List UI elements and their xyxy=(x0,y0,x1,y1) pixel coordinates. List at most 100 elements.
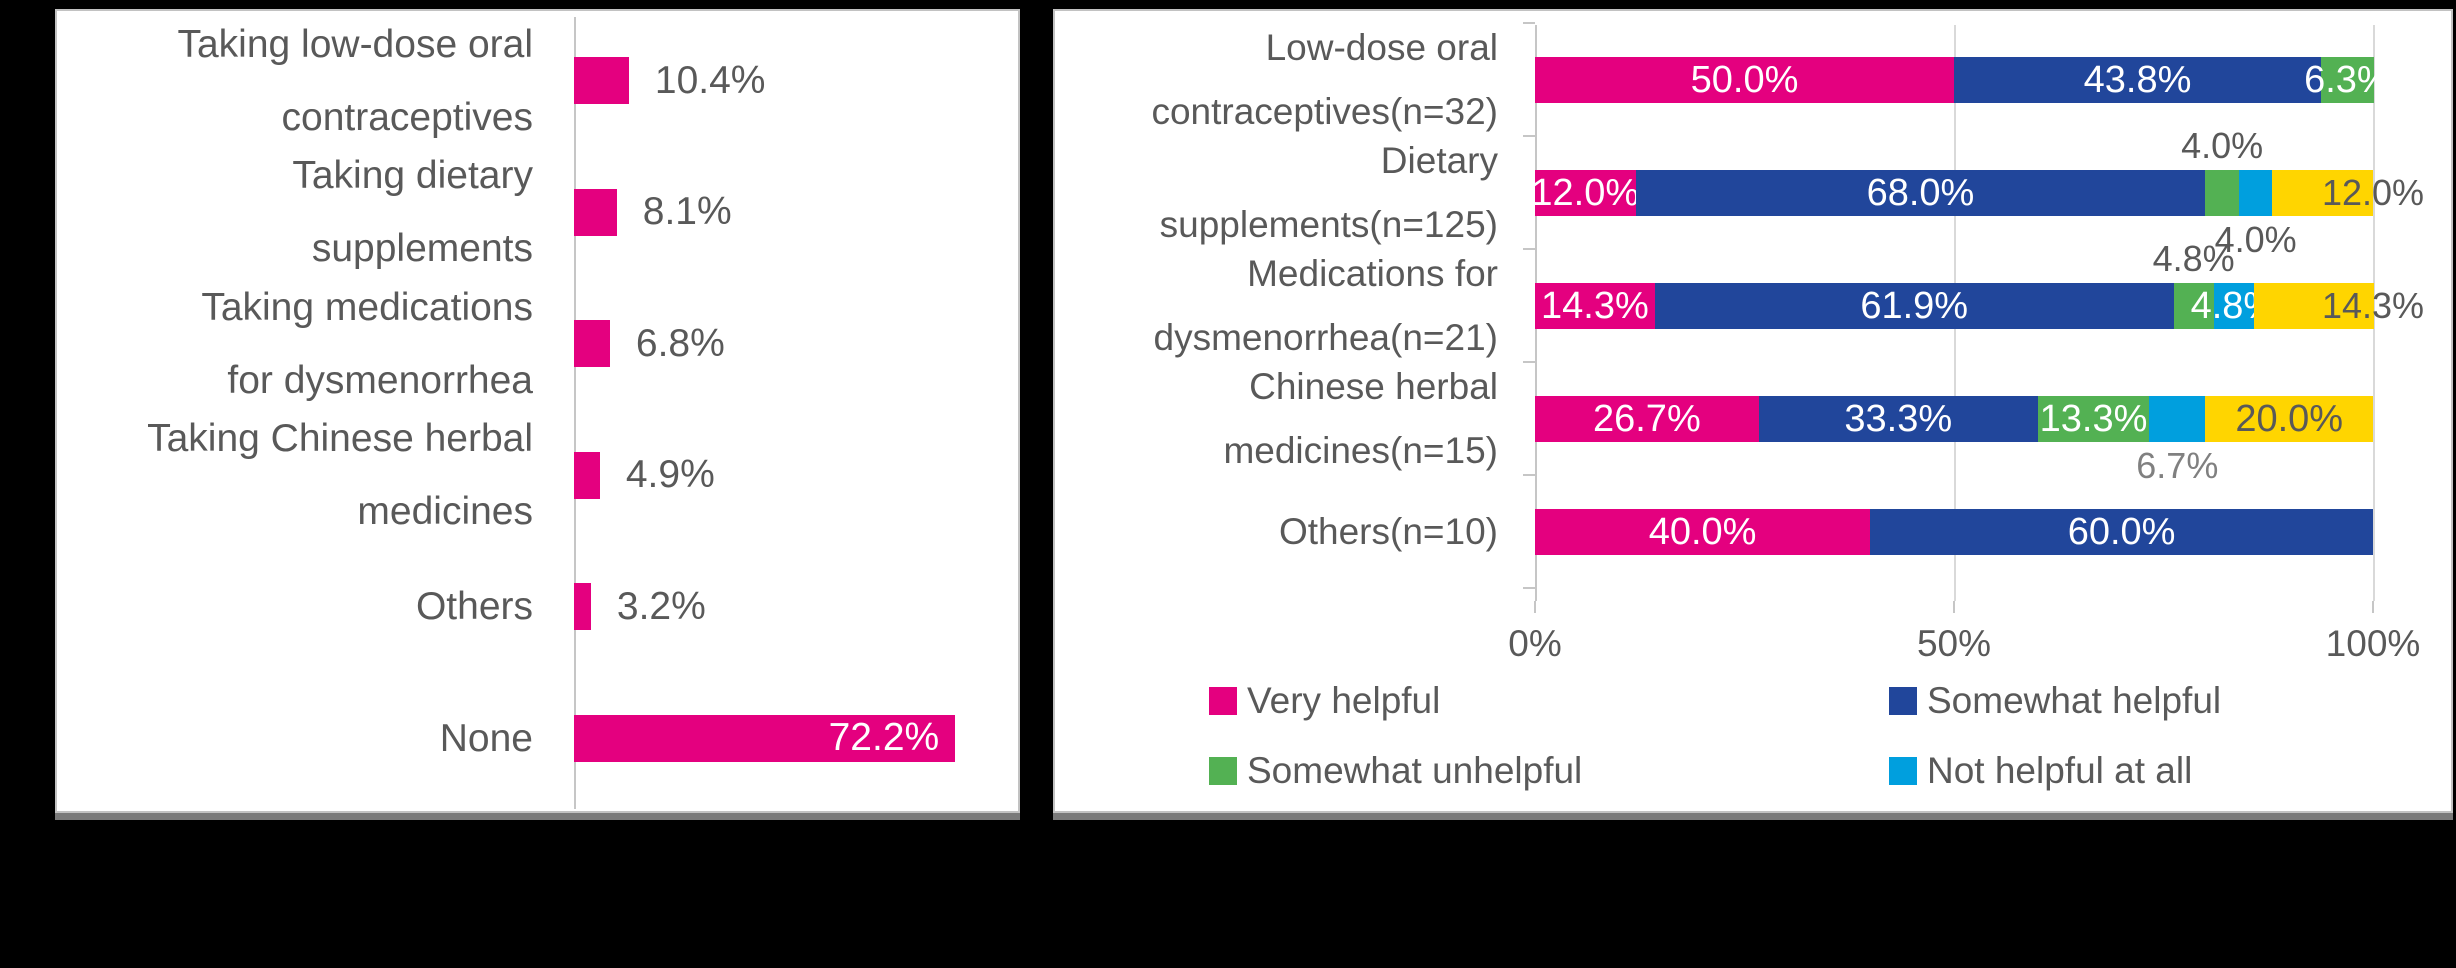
segment-label-below: 4.0% xyxy=(2214,219,2297,260)
category-label: Others xyxy=(57,541,533,673)
segment-not-helpful-at-all-medications-for-dysmenorrhea-n-21 xyxy=(2213,283,2254,329)
left-chart-axis-line xyxy=(574,17,576,809)
bar-taking-dietary-supplements xyxy=(574,188,617,236)
right-chart-row-medications-for-dysmenorrhea-n-21: Medications for dysmenorrhea(n=21) 14.3% 61… xyxy=(1055,239,2451,362)
category-label: Others(n=10) xyxy=(1055,475,1498,588)
right-chart-panel: Low-dose oral contraceptives(n=32) 50.0% 43… xyxy=(1053,9,2453,813)
segment-somewhat-unhelpful-low-dose-oral-contraceptives-n-32 xyxy=(2321,57,2374,103)
right-chart-rows: Low-dose oral contraceptives(n=32) 50.0% 43… xyxy=(1055,11,2451,811)
category-label: Low-dose oral contraceptives(n=32) xyxy=(1055,23,1498,136)
legend-label: Somewhat unhelpful xyxy=(1247,750,1583,791)
segment-label: 60.0% xyxy=(2067,510,2176,553)
segment-somewhat-unhelpful-dietary-supplements-n-125 xyxy=(2205,170,2239,216)
segment-very-helpful-low-dose-oral-contraceptives-n-32 xyxy=(1535,57,1954,103)
segment-label-above: 4.0% xyxy=(2181,125,2264,166)
x-axis-tick xyxy=(1953,601,1955,613)
x-tick-label-100: 100% xyxy=(2325,623,2421,664)
segment-somewhat-helpful-medications-for-dysmenorrhea-n-21 xyxy=(1654,283,2174,329)
bar-taking-medications-for-dysmenorrhea xyxy=(574,320,610,368)
value-label: 4.9% xyxy=(625,453,715,497)
category-boundary-tick xyxy=(1523,474,1535,476)
segment-label: 12.0% xyxy=(1531,171,1640,214)
segment-series-5-dietary-supplements-n-125 xyxy=(2272,170,2373,216)
category-label-line: Low-dose oral xyxy=(1265,26,1498,68)
category-label-line: supplements xyxy=(311,227,533,271)
category-boundary-tick xyxy=(1523,22,1535,24)
category-boundary-tick xyxy=(1523,135,1535,137)
left-chart-row-taking-chinese-herbal-medicines: Taking Chinese herbal medicines 4.9% xyxy=(57,410,1018,542)
category-label-line: medicines xyxy=(357,490,533,534)
bar-taking-low-dose-oral-contraceptives xyxy=(574,57,629,105)
category-label-line: Others(n=10) xyxy=(1278,510,1498,552)
legend-item-very-helpful: Very helpful xyxy=(1209,679,1440,723)
category-label-line: Medications for xyxy=(1247,252,1498,294)
segment-somewhat-unhelpful-medications-for-dysmenorrhea-n-21 xyxy=(2173,283,2214,329)
category-label-line: None xyxy=(439,716,533,760)
left-chart-row-none: None 72.2% xyxy=(57,673,1018,805)
category-label-line: dysmenorrhea(n=21) xyxy=(1153,316,1499,358)
segment-somewhat-helpful-low-dose-oral-contraceptives-n-32 xyxy=(1954,57,2322,103)
category-label-line: Taking dietary xyxy=(292,154,533,198)
value-label: 6.8% xyxy=(635,321,725,365)
segment-label: 6.3% xyxy=(2304,58,2391,101)
legend-label: Very helpful xyxy=(1247,680,1441,721)
segment-label: 14.3% xyxy=(1541,284,1649,327)
category-label: Taking medications for dysmenorrhea xyxy=(57,278,533,410)
bar-none: 72.2% xyxy=(574,714,956,762)
segment-somewhat-helpful-dietary-supplements-n-125 xyxy=(1635,170,2206,216)
bar-others xyxy=(574,583,591,631)
legend-swatch-very-helpful xyxy=(1209,687,1237,715)
segment-label: 33.3% xyxy=(1844,397,1953,440)
legend-item-not-helpful-at-all: Not helpful at all xyxy=(1889,749,2192,793)
left-chart-row-taking-dietary-supplements: Taking dietary supplements 8.1% xyxy=(57,147,1018,279)
category-boundary-tick xyxy=(1523,587,1535,589)
x-axis-tick xyxy=(2372,601,2374,613)
x-tick-label-50: 50% xyxy=(1916,623,1992,664)
left-chart-row-others: Others 3.2% xyxy=(57,541,1018,673)
value-label: 3.2% xyxy=(616,584,706,628)
segment-very-helpful-medications-for-dysmenorrhea-n-21 xyxy=(1535,283,1655,329)
legend-label: Somewhat helpful xyxy=(1927,680,2222,721)
segment-very-helpful-chinese-herbal-medicines-n-15 xyxy=(1535,396,1759,442)
category-label-line: Taking low-dose oral xyxy=(177,22,533,66)
segment-somewhat-unhelpful-chinese-herbal-medicines-n-15 xyxy=(2037,396,2150,442)
value-label: 8.1% xyxy=(642,190,732,234)
category-label: Taking low-dose oral contraceptives xyxy=(57,15,533,147)
category-label-line: Chinese herbal xyxy=(1249,365,1498,407)
category-label-line: Others xyxy=(415,585,533,629)
segment-not-helpful-at-all-dietary-supplements-n-125 xyxy=(2238,170,2273,216)
segment-series-5-chinese-herbal-medicines-n-15 xyxy=(2205,396,2373,442)
right-chart-gridline-100pct xyxy=(2373,25,2375,601)
category-label-line: Taking medications xyxy=(201,285,533,329)
segment-label: 61.9% xyxy=(1860,284,1969,327)
category-label: Taking dietary supplements xyxy=(57,147,533,279)
right-chart-row-chinese-herbal-medicines-n-15: Chinese herbal medicines(n=15) 26.7% 33.3% 1… xyxy=(1055,362,2451,486)
legend-item-somewhat-unhelpful: Somewhat unhelpful xyxy=(1209,749,1582,793)
segment-label: 43.8% xyxy=(2083,58,2192,101)
category-boundary-tick xyxy=(1523,248,1535,250)
right-chart-row-others-n-10: Others(n=10) 40.0% 60.0% xyxy=(1055,475,2451,588)
category-label-line: contraceptives(n=32) xyxy=(1151,90,1498,132)
segment-label: 40.0% xyxy=(1648,510,1757,553)
segment-very-helpful-others-n-10 xyxy=(1535,509,1871,555)
left-chart-panel: Taking low-dose oral contraceptives 10.4% T… xyxy=(55,9,1020,813)
x-tick-label-0: 0% xyxy=(1508,623,1562,664)
segment-label: 26.7% xyxy=(1592,397,1701,440)
legend-item-somewhat-helpful: Somewhat helpful xyxy=(1889,679,2221,723)
category-label-line: supplements(n=125) xyxy=(1159,203,1498,245)
category-label-line: medicines(n=15) xyxy=(1223,429,1498,471)
segment-label-end: 12.0% xyxy=(2321,172,2425,213)
segment-not-helpful-at-all-chinese-herbal-medicines-n-15 xyxy=(2149,396,2206,442)
category-label-line: Dietary xyxy=(1380,139,1498,181)
right-chart-row-low-dose-oral-contraceptives-n-32: Low-dose oral contraceptives(n=32) 50.0% 43… xyxy=(1055,23,2451,136)
segment-very-helpful-dietary-supplements-n-125 xyxy=(1535,170,1636,216)
category-label: Taking Chinese herbal medicines xyxy=(57,410,533,542)
segment-label-below: 6.7% xyxy=(2136,445,2219,486)
segment-label-above: 4.8% xyxy=(2152,238,2235,279)
category-label: Dietary supplements(n=125) xyxy=(1055,136,1498,249)
value-label: 72.2% xyxy=(828,716,940,760)
category-boundary-tick xyxy=(1523,361,1535,363)
segment-label: 13.3% xyxy=(2039,397,2148,440)
category-label: None xyxy=(57,673,533,805)
